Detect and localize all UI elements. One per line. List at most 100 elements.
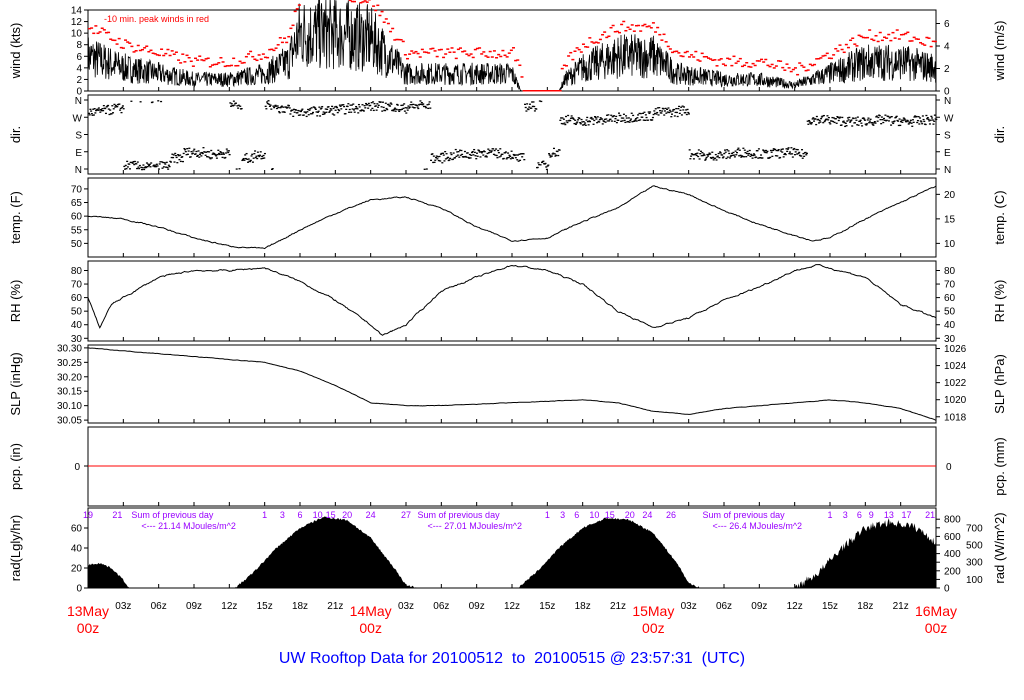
wind-dir-point bbox=[736, 151, 739, 154]
wind-dir-point bbox=[179, 160, 182, 163]
x-tick-label: 06z bbox=[151, 601, 167, 612]
wind-dir-point bbox=[803, 155, 806, 157]
wind-dir-point bbox=[323, 113, 326, 115]
peak-wind-mark bbox=[914, 38, 918, 40]
wind-dir-point bbox=[201, 152, 204, 155]
peak-wind-mark bbox=[724, 64, 727, 67]
wind-dir-point bbox=[386, 108, 389, 111]
wind-dir-point bbox=[879, 119, 882, 121]
peak-wind-mark bbox=[516, 59, 520, 61]
peak-wind-mark bbox=[526, 90, 530, 92]
wind-dir-point bbox=[581, 121, 584, 123]
wind-dir-point bbox=[468, 153, 471, 156]
wind-dir-point bbox=[227, 150, 230, 152]
wind-dir-point bbox=[121, 106, 124, 109]
peak-wind-mark bbox=[509, 49, 513, 52]
wind-dir-point bbox=[685, 113, 688, 116]
wind-dir-point bbox=[601, 118, 604, 120]
wind-dir-point bbox=[280, 105, 283, 107]
peak-wind-mark bbox=[393, 39, 397, 41]
wind-dir-point bbox=[874, 122, 877, 124]
peak-wind-mark bbox=[639, 30, 643, 32]
wind-dir-point bbox=[533, 105, 536, 108]
wind-dir-point bbox=[176, 162, 179, 164]
wind-dir-point bbox=[181, 156, 184, 158]
wind-dir-point bbox=[273, 105, 276, 107]
wind-dir-point bbox=[424, 105, 427, 108]
wind-dir-point bbox=[683, 106, 686, 108]
wind-dir-point bbox=[658, 107, 661, 109]
wind-dir-point bbox=[540, 161, 543, 164]
wind-dir-point bbox=[495, 148, 498, 150]
wind-dir-point bbox=[928, 123, 931, 125]
wind-dir-point bbox=[230, 103, 233, 105]
peak-wind-mark bbox=[772, 67, 776, 69]
wind-dir-point bbox=[775, 149, 778, 152]
peak-wind-mark bbox=[698, 60, 702, 62]
rh-tick-label-right: 70 bbox=[944, 280, 956, 291]
peak-wind-mark bbox=[846, 46, 850, 49]
wind-dir-point bbox=[796, 148, 799, 151]
peak-wind-mark bbox=[276, 44, 280, 46]
wind-dir-point bbox=[591, 118, 594, 120]
peak-wind-mark bbox=[488, 50, 492, 53]
wind-dir-point bbox=[113, 103, 116, 106]
wind-dir-point bbox=[118, 103, 121, 105]
wind-dir-point bbox=[498, 156, 501, 158]
rh-tick-label-right: 60 bbox=[944, 293, 956, 304]
wind-dir-point bbox=[226, 150, 229, 152]
peak-wind-mark bbox=[100, 27, 104, 29]
wind-dir-point bbox=[478, 150, 481, 152]
peak-wind-mark bbox=[283, 37, 287, 39]
peak-wind-mark bbox=[217, 62, 221, 64]
wind-dir-point bbox=[771, 155, 774, 157]
peak-wind-mark bbox=[743, 64, 747, 67]
wind-dir-point bbox=[445, 153, 448, 155]
day-time-label: 00z bbox=[925, 620, 948, 636]
wind-dir-point bbox=[786, 150, 789, 153]
wind-dir-point bbox=[792, 148, 795, 151]
wind-dir-point bbox=[262, 154, 265, 157]
wind-dir-point bbox=[632, 114, 635, 117]
wind-dir-point bbox=[380, 106, 383, 108]
wind-dir-point bbox=[585, 119, 588, 121]
peak-wind-mark bbox=[910, 40, 914, 42]
wind-dir-point bbox=[602, 120, 605, 122]
wind-dir-point bbox=[488, 149, 491, 152]
wind-dir-point bbox=[184, 149, 187, 151]
wind-dir-point bbox=[617, 119, 620, 122]
wind-dir-point bbox=[811, 118, 814, 120]
peak-wind-mark bbox=[225, 65, 229, 67]
peak-wind-mark bbox=[244, 55, 248, 58]
dir-tick-label-left: E bbox=[75, 148, 82, 159]
wind-dir-point bbox=[449, 157, 452, 160]
wind-dir-point bbox=[868, 122, 871, 124]
wind-dir-point bbox=[744, 151, 747, 154]
peak-wind-mark bbox=[490, 56, 494, 58]
peak-wind-mark bbox=[853, 43, 857, 45]
peak-wind-mark bbox=[656, 26, 660, 29]
wind-dir-point bbox=[556, 150, 559, 153]
wind-dir-point bbox=[90, 110, 93, 112]
wind-dir-point bbox=[798, 151, 801, 154]
peak-wind-mark bbox=[94, 25, 98, 27]
wind-dir-point bbox=[687, 113, 690, 115]
wind-dir-point bbox=[250, 155, 253, 157]
peak-wind-mark bbox=[713, 59, 717, 61]
wind-dir-point bbox=[932, 123, 935, 125]
wind-dir-point bbox=[364, 107, 367, 109]
peak-wind-mark bbox=[435, 55, 439, 58]
wind-dir-point bbox=[656, 107, 659, 109]
wind-dir-point bbox=[766, 150, 769, 153]
wind-dir-point bbox=[564, 123, 567, 126]
wind-dir-point bbox=[381, 110, 384, 112]
dir-tick-label-right: S bbox=[944, 131, 951, 142]
wind-tick-label-right: 4 bbox=[944, 42, 950, 53]
wind-dir-point bbox=[570, 115, 573, 117]
wind-dir-point bbox=[256, 151, 259, 153]
wind-dir-point bbox=[834, 118, 837, 120]
rad-tick-label-left: 40 bbox=[71, 544, 83, 555]
peak-wind-mark bbox=[664, 41, 668, 43]
wind-dir-point bbox=[100, 109, 103, 112]
x-tick-label: 09z bbox=[186, 601, 202, 612]
